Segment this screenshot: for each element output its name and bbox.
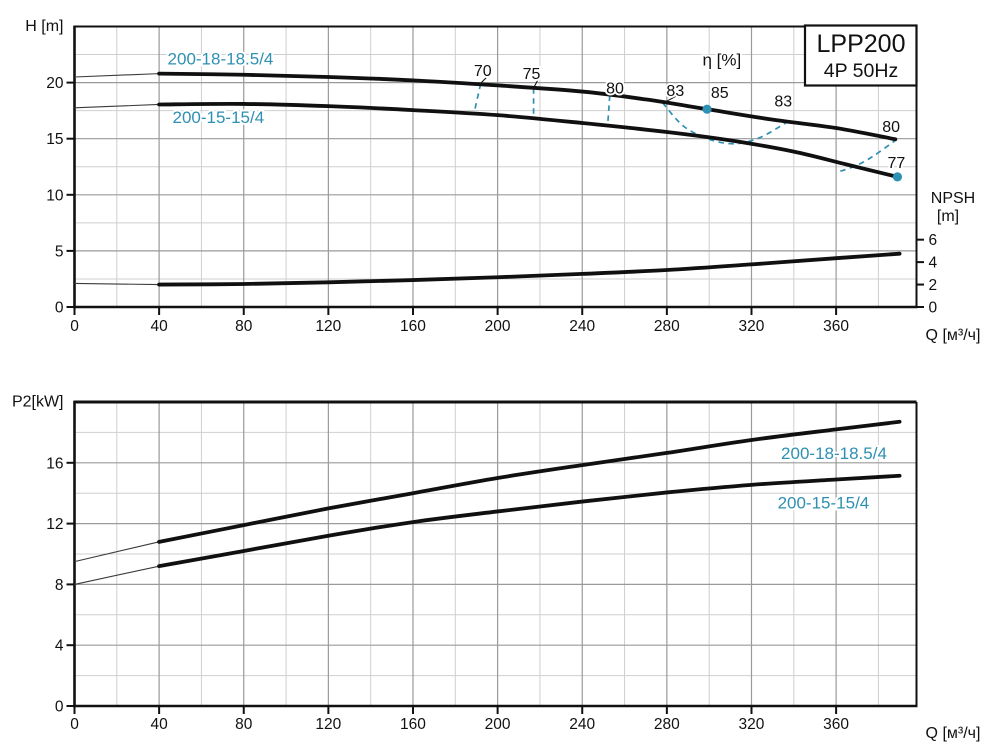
power-curve-200-18-18.5/4 [157, 419, 902, 544]
efficiency-label: 75 [523, 66, 541, 83]
npsh-tick-label: 0 [929, 300, 938, 317]
y-tick-label: 15 [46, 131, 63, 148]
efficiency-contour-83 [661, 102, 788, 145]
npsh-tick-label: 6 [929, 232, 938, 249]
x-axis-title: Q [м³/ч] [926, 725, 981, 742]
efficiency-label-leader [533, 77, 540, 88]
npsh-axis-unit: [m] [937, 208, 959, 225]
x-tick-label: 120 [315, 318, 341, 335]
x-tick-label: 0 [70, 318, 79, 335]
head-npsh-chart: 0 40 80 120 160 200 240 280 320 360051015200246H … [25, 18, 980, 344]
efficiency-axis-header: η [%] [702, 51, 741, 70]
model-box-frame [803, 24, 918, 87]
x-tick-label: 120 [315, 716, 341, 733]
efficiency-contour-70 [473, 83, 482, 112]
curve-label-200-15-15/4: 200-15-15/4 [778, 494, 870, 513]
efficiency-label-leader [610, 88, 625, 95]
x-tick-label: 360 [823, 318, 849, 335]
x-tick-label: 160 [400, 716, 426, 733]
efficiency-label-leader [480, 74, 490, 83]
efficiency-point [892, 172, 903, 182]
efficiency-contour-80 [606, 95, 611, 126]
x-tick-label: 0 [70, 716, 79, 733]
y-axis-title: P2[kW] [12, 394, 64, 411]
y-tick-label: 16 [46, 455, 63, 472]
x-tick-label: 240 [569, 318, 595, 335]
power-chart: 0 40 80 120 160 200 240 280 320 360 0 4 8 12 16 P2[kW] Q… [12, 394, 981, 743]
x-tick-label: 320 [739, 318, 765, 335]
x-tick-label: 240 [569, 716, 595, 733]
y-axis-title: H [m] [25, 18, 63, 35]
y-tick-label: 4 [55, 638, 64, 655]
efficiency-label: 83 [666, 83, 684, 100]
x-tick-label: 200 [485, 716, 511, 733]
x-tick-label: 40 [150, 716, 168, 733]
head-curve-leadin [74, 103, 160, 109]
curve-label-200-18-18.5/4: 200-18-18.5/4 [168, 50, 274, 69]
npsh-axis-title: NPSH [931, 190, 975, 207]
y-tick-label: 5 [55, 243, 64, 260]
model-spec: 4P 50Hz [824, 60, 898, 82]
efficiency-point [702, 104, 712, 114]
power-curve-200-15-15/4 [157, 473, 902, 569]
y-tick-label: 8 [55, 577, 64, 594]
y-tick-label: 0 [55, 699, 64, 716]
npsh-tick-label: 4 [929, 255, 938, 272]
x-tick-label: 200 [485, 318, 511, 335]
y-tick-label: 0 [55, 300, 64, 317]
efficiency-label: 85 [711, 85, 729, 102]
x-tick-label: 360 [823, 716, 849, 733]
head-curve-leadin [74, 73, 160, 78]
curve-label-200-15-15/4: 200-15-15/4 [173, 108, 265, 127]
y-tick-label: 20 [46, 75, 64, 92]
x-tick-label: 280 [654, 716, 680, 733]
y-tick-label: 12 [46, 516, 63, 533]
model-name: LPP200 [817, 30, 906, 58]
x-tick-label: 320 [739, 716, 765, 733]
x-tick-label: 280 [654, 318, 680, 335]
efficiency-label: 80 [882, 119, 900, 136]
x-tick-label: 160 [400, 318, 426, 335]
efficiency-contour-80 [840, 139, 896, 173]
npsh-curve-NPSH [157, 251, 902, 287]
y-tick-label: 10 [46, 187, 64, 204]
efficiency-label: 80 [606, 81, 624, 98]
x-axis-title: Q [м³/ч] [926, 327, 981, 344]
head-curve-200-15-15/4 [157, 101, 900, 179]
power-curve-leadin [74, 565, 160, 585]
efficiency-label: 83 [774, 94, 792, 111]
npsh-curve-leadin [74, 282, 160, 286]
npsh-tick-label: 2 [929, 277, 938, 294]
power-curve-leadin [74, 541, 160, 563]
x-tick-label: 80 [235, 716, 253, 733]
curve-label-200-18-18.5/4: 200-18-18.5/4 [781, 444, 887, 463]
efficiency-label-leader [665, 94, 679, 103]
x-tick-label: 80 [235, 318, 253, 335]
x-tick-label: 40 [150, 318, 168, 335]
head-curve-200-18-18.5/4 [157, 71, 898, 142]
efficiency-label: 77 [888, 155, 906, 172]
efficiency-label: 70 [474, 63, 492, 80]
